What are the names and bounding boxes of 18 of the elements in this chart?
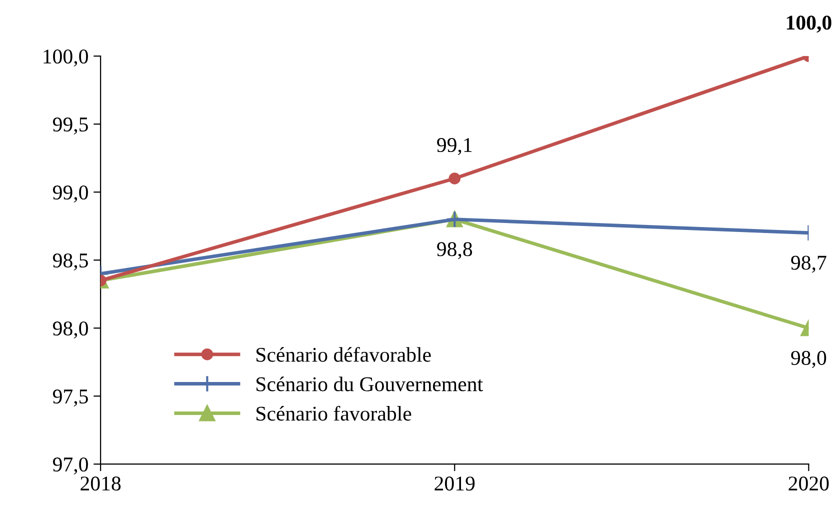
x-tick-label: 2018: [80, 476, 121, 491]
y-tick-label: 99,5: [52, 118, 88, 135]
x-tick-label: 2020: [788, 476, 829, 491]
y-tick-label: 97,5: [52, 390, 88, 407]
x-tick-label: 2019: [434, 476, 475, 491]
y-tick-label: 98,5: [52, 253, 88, 271]
data-label: 98,7: [791, 256, 826, 273]
y-tick-label: 97,0: [52, 457, 88, 475]
legend-label: Scénario favorable: [256, 406, 412, 421]
y-tick-label: 98,0: [52, 321, 88, 339]
y-tick-label: 99,0: [52, 185, 88, 203]
data-label: 98,8: [437, 242, 472, 260]
legend-label: Scénario du Gouvernement: [256, 376, 483, 392]
legend-label: Scénario défavorable: [256, 346, 431, 362]
data-label: 98,0: [791, 350, 826, 368]
data-label: 99,1: [437, 138, 472, 156]
data-label: 100,0: [786, 16, 832, 33]
y-tick-label: 100,0: [44, 49, 88, 67]
